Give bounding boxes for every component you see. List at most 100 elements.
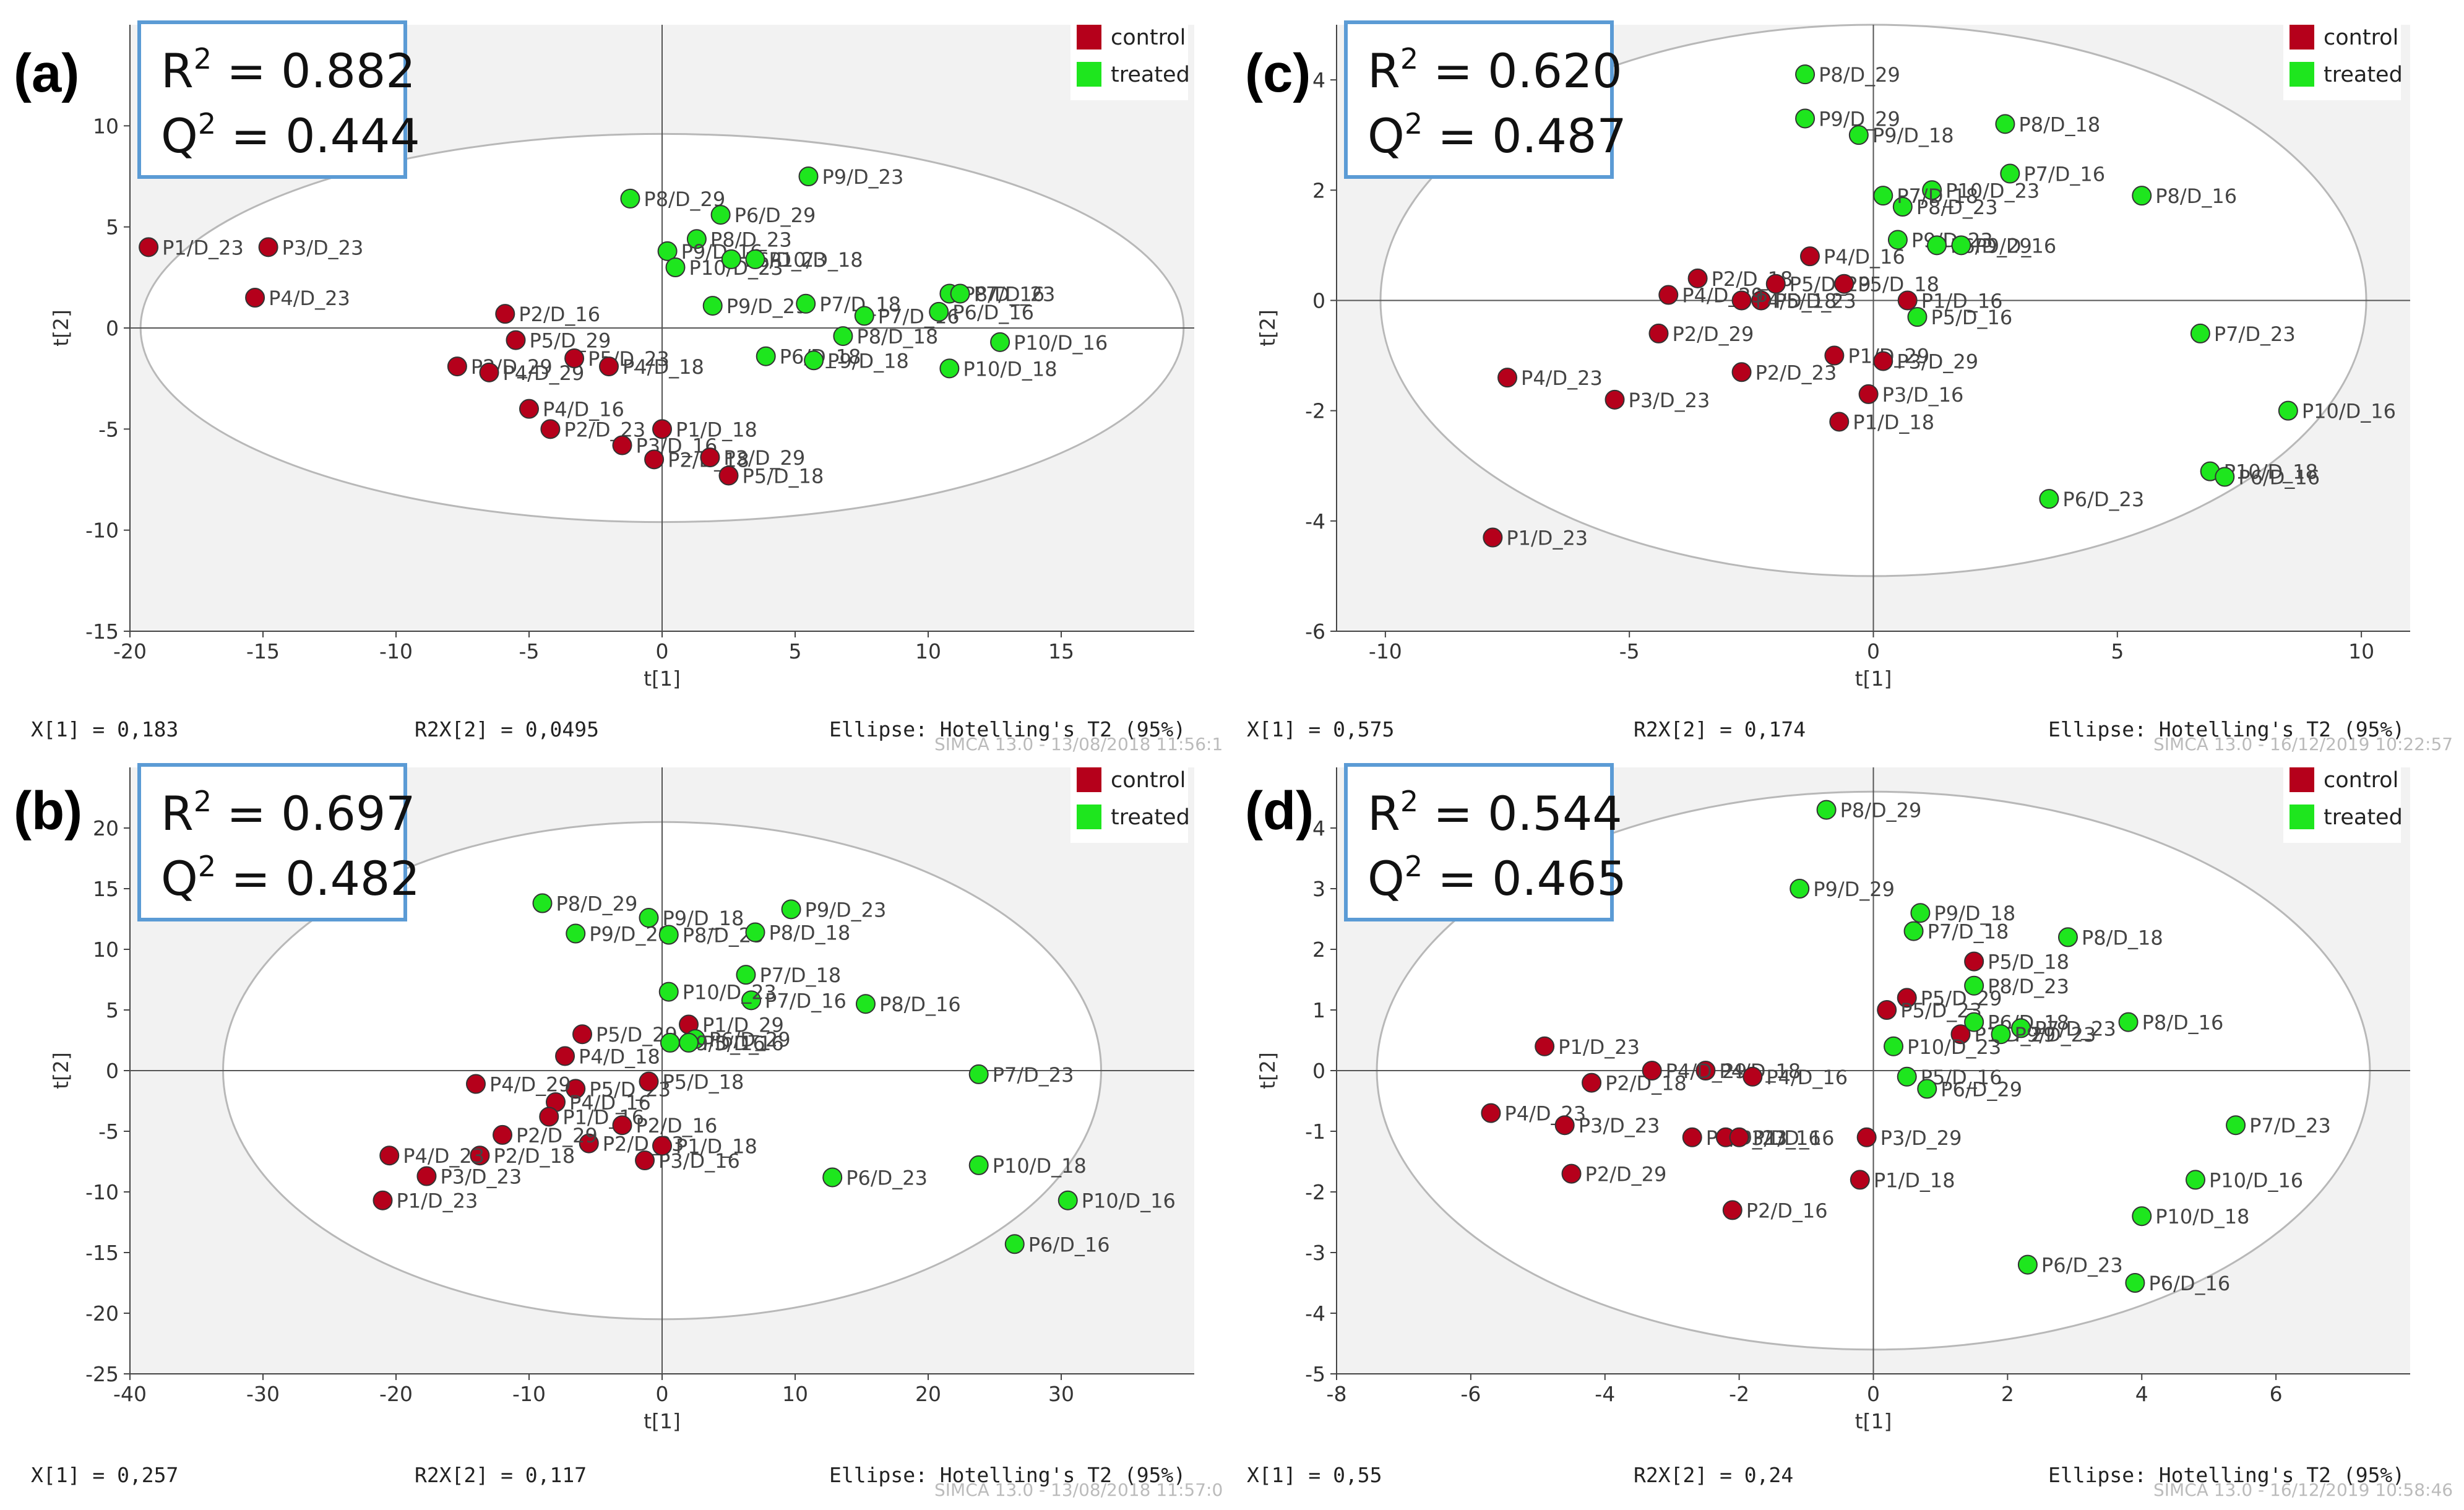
r2-metric: R2 = 0.620: [1368, 42, 1622, 98]
point-label: P6/D_23: [2062, 488, 2144, 511]
point-label: P2/D_23: [564, 418, 645, 441]
data-point-treated: [1995, 114, 2015, 134]
data-point-treated: [1897, 1066, 1917, 1087]
x-tick-label: -5: [1619, 639, 1640, 663]
legend-label-control: control: [1111, 25, 1186, 50]
point-label: P5/D_18: [743, 464, 824, 488]
legend-label-treated: treated: [2324, 63, 2403, 87]
footer-r2x2: R2X[2] = 0,174: [1634, 717, 1806, 741]
x-tick-label: 6: [2270, 1382, 2283, 1406]
data-point-control: [1561, 1163, 1582, 1184]
point-label: P6/D_23: [2041, 1254, 2123, 1277]
data-point-treated: [1795, 64, 1816, 85]
point-label: P4/D_16: [543, 398, 624, 421]
point-label: P3/D_23: [1579, 1114, 1660, 1137]
data-point-control: [1554, 1115, 1575, 1136]
chart-panel-b: -40 -30 -20 -10 0 10 20 30 -25 -20 -15 -10 -5 0 5 10 15 2…: [14, 762, 1223, 1500]
point-label: P10/D_18: [963, 357, 1057, 381]
point-label: P8/D_29: [1840, 799, 1922, 822]
point-label: P9/D_16: [1975, 234, 2056, 257]
point-label: P8/D_18: [769, 921, 851, 945]
q2-metric: Q2 = 0.482: [161, 850, 420, 906]
point-label: P10/D_16: [1082, 1189, 1176, 1213]
point-label: P5/D_18: [663, 1071, 744, 1094]
x-tick-label: 4: [2135, 1382, 2148, 1406]
point-label: P3/D_29: [1880, 1126, 1962, 1150]
metrics-box: [137, 763, 407, 921]
data-point-treated: [2039, 489, 2059, 509]
data-point-control: [1950, 1024, 1971, 1045]
legend-swatch-treated: [2290, 62, 2314, 87]
data-point-treated: [1907, 307, 1928, 327]
data-point-control: [612, 1115, 632, 1136]
data-point-control: [1722, 1200, 1742, 1220]
data-point-treated: [968, 1155, 989, 1175]
point-label: P1/D_16: [1921, 289, 2003, 313]
data-point-control: [540, 419, 561, 439]
y-tick-label: 5: [106, 215, 119, 239]
data-point-treated: [657, 241, 678, 261]
point-label: P8/D_16: [963, 282, 1045, 306]
data-point-control: [718, 465, 739, 486]
y-tick-label: -15: [85, 1241, 119, 1265]
legend-label-treated: treated: [1111, 63, 1190, 87]
data-point-treated: [1917, 1079, 1937, 1099]
data-point-control: [1535, 1036, 1555, 1056]
data-point-control: [1829, 412, 1850, 432]
data-point-treated: [1892, 197, 1913, 217]
data-point-treated: [1991, 1024, 2011, 1045]
point-label: P6/D_29: [709, 1028, 791, 1051]
point-label: P9/D_18: [1934, 902, 2015, 925]
x-tick-label: 0: [656, 639, 669, 663]
point-label: P9/D_18: [663, 907, 744, 930]
metrics-box: [137, 20, 407, 179]
point-label: P8/D_29: [644, 188, 725, 211]
y-tick-label: 2: [1312, 178, 1325, 202]
data-point-treated: [1790, 879, 1810, 899]
y-tick-label: -2: [1305, 399, 1325, 423]
data-point-control: [1682, 1127, 1702, 1147]
x-axis-label: t[1]: [644, 667, 681, 691]
simca-timestamp: SIMCA 13.0 - 13/08/2018 11:57:0: [934, 1480, 1223, 1500]
point-label: P1/D_29: [702, 1014, 784, 1037]
y-axis-label: t[2]: [49, 1052, 73, 1089]
x-tick-label: 0: [656, 1382, 669, 1406]
x-tick-label: 0: [1867, 1382, 1880, 1406]
point-label: P1/D_23: [162, 236, 244, 259]
x-tick-label: 10: [782, 1382, 808, 1406]
point-label: P7/D_18: [759, 964, 841, 987]
point-label: P8/D_18: [2018, 113, 2100, 136]
point-label: P1/D_18: [1853, 410, 1934, 434]
data-point-treated: [665, 257, 686, 277]
data-point-control: [1731, 362, 1752, 382]
data-point-control: [1858, 384, 1879, 404]
x-tick-label: -20: [379, 1382, 413, 1406]
point-label: P5/D_18: [1858, 273, 1939, 296]
point-label: P5/D_29: [1921, 986, 2002, 1010]
point-label: P9/D_29: [1813, 878, 1895, 901]
point-label: P9/D_18: [827, 349, 909, 373]
y-tick-label: 0: [106, 1059, 119, 1083]
y-tick-label: -4: [1305, 1301, 1325, 1326]
data-point-control: [373, 1190, 393, 1210]
footer-ellipse-note: Ellipse: Hotelling's T2 (95%): [829, 1463, 1186, 1487]
point-label: P7/D_23: [993, 1063, 1074, 1087]
x-tick-label: 10: [2348, 639, 2374, 663]
x-tick-label: -2: [1729, 1382, 1749, 1406]
legend-swatch-control: [1077, 25, 1101, 50]
y-axis-label: t[2]: [1256, 309, 1280, 347]
data-point-control: [493, 1124, 512, 1145]
data-point-control: [1729, 1127, 1749, 1147]
point-label: P10/D_18: [769, 248, 863, 272]
data-point-treated: [1927, 235, 1947, 256]
data-point-control: [1799, 246, 1820, 267]
x-tick-label: -40: [113, 1382, 147, 1406]
point-label: P3/D_16: [658, 1149, 740, 1173]
point-label: P6/D_16: [2238, 466, 2320, 490]
data-point-control: [1687, 268, 1708, 288]
x-tick-label: -20: [113, 639, 147, 663]
data-point-control: [1742, 1066, 1763, 1087]
point-label: P3/D_16: [1739, 1126, 1821, 1150]
simca-timestamp: SIMCA 13.0 - 13/08/2018 11:56:1: [934, 734, 1223, 754]
point-label: P8/D_29: [1819, 63, 1900, 87]
